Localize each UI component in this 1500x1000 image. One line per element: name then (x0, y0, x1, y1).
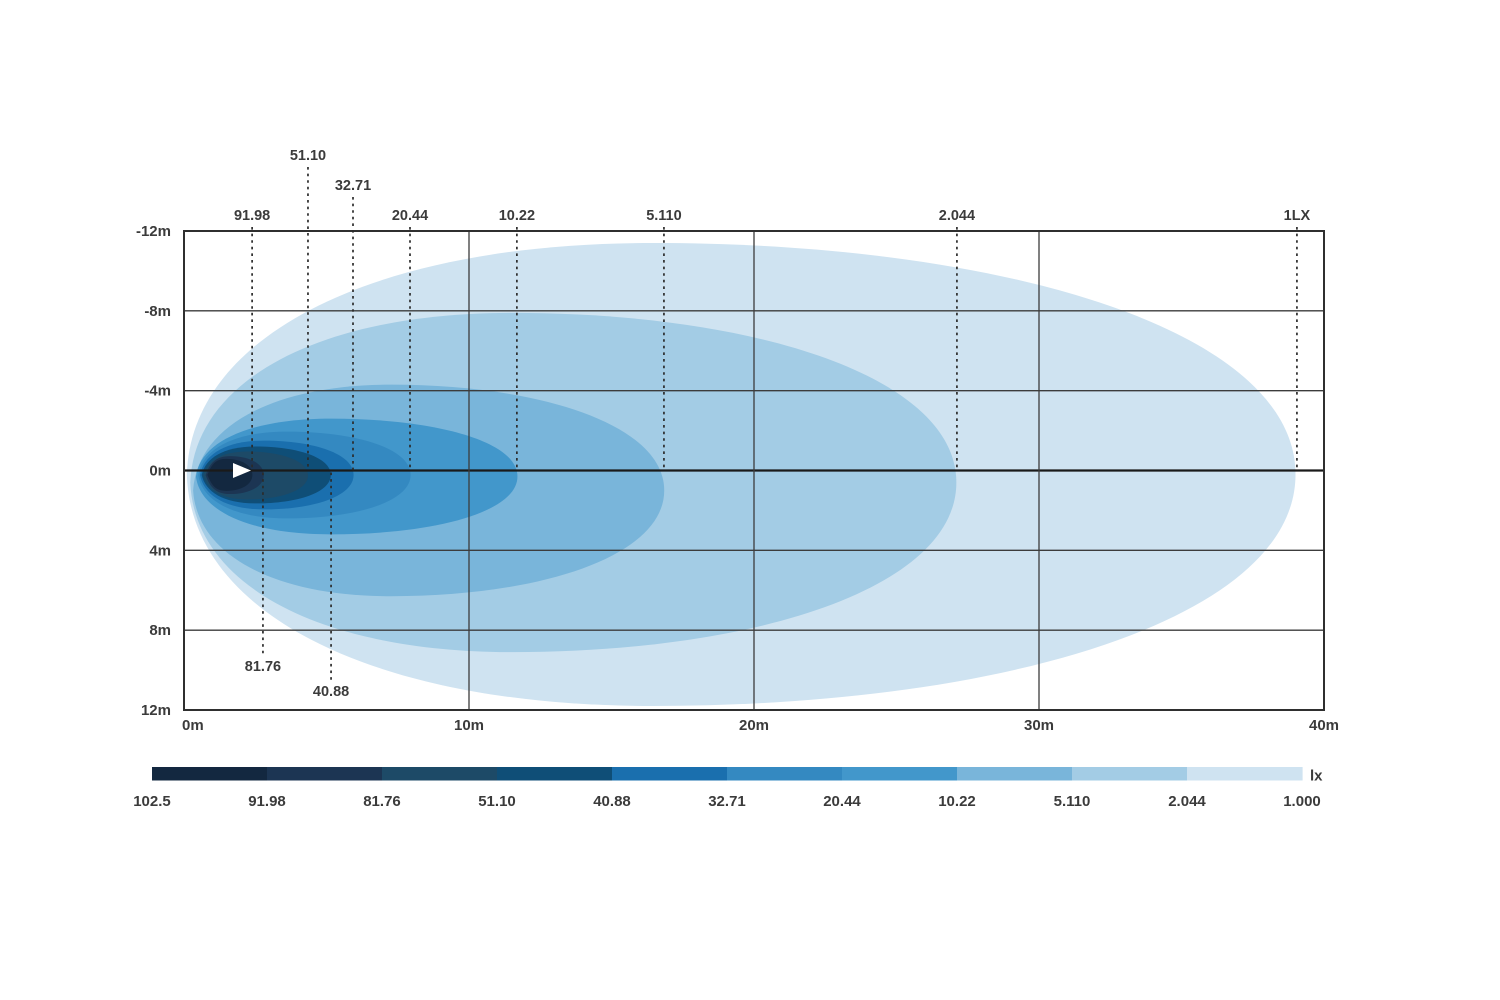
y-tick-label-8m: 8m (149, 622, 171, 639)
y-tick-label-4m: 4m (149, 542, 171, 559)
legend-value-2.044: 2.044 (1168, 793, 1206, 810)
legend-swatch-102.5 (152, 767, 268, 781)
callout-label-1LX: 1LX (1284, 208, 1311, 224)
x-tick-label-30m: 30m (1024, 717, 1054, 734)
legend-swatch-51.10 (497, 767, 613, 781)
legend-value-91.98: 91.98 (248, 793, 286, 810)
legend-value-10.22: 10.22 (938, 793, 976, 810)
x-tick-label-40m: 40m (1309, 717, 1339, 734)
callout-label-91.98: 91.98 (234, 208, 270, 224)
callout-label-20.44: 20.44 (392, 208, 428, 224)
legend-value-1.000: 1.000 (1283, 793, 1321, 810)
legend-swatch-81.76 (382, 767, 498, 781)
legend-swatch-5.110 (1072, 767, 1188, 781)
legend-swatch-2.044 (1187, 767, 1303, 781)
legend-swatch-10.22 (957, 767, 1073, 781)
legend-unit-label: lx (1310, 768, 1323, 785)
legend-value-32.71: 32.71 (708, 793, 746, 810)
y-tick-label--4m: -4m (144, 383, 171, 400)
y-tick-label--8m: -8m (144, 303, 171, 320)
y-tick-label--12m: -12m (136, 223, 171, 240)
callout-label-32.71: 32.71 (335, 178, 371, 194)
legend-swatch-40.88 (612, 767, 728, 781)
callout-label-81.76: 81.76 (245, 659, 281, 675)
legend-value-81.76: 81.76 (363, 793, 401, 810)
legend-value-40.88: 40.88 (593, 793, 631, 810)
legend-value-5.110: 5.110 (1054, 793, 1091, 810)
legend-value-51.10: 51.10 (478, 793, 516, 810)
legend-swatch-91.98 (267, 767, 383, 781)
callout-label-5.110: 5.110 (646, 208, 682, 224)
x-tick-label-10m: 10m (454, 717, 484, 734)
legend-swatch-20.44 (842, 767, 958, 781)
legend-value-102.5: 102.5 (133, 793, 171, 810)
legend-swatch-32.71 (727, 767, 843, 781)
x-tick-label-0m: 0m (182, 717, 204, 734)
callout-label-51.10: 51.10 (290, 148, 326, 164)
y-tick-label-0m: 0m (149, 463, 171, 480)
y-tick-label-12m: 12m (141, 702, 171, 719)
x-tick-label-20m: 20m (739, 717, 769, 734)
callout-label-40.88: 40.88 (313, 684, 349, 700)
callout-label-10.22: 10.22 (499, 208, 535, 224)
legend-value-20.44: 20.44 (823, 793, 861, 810)
lamp-arrow-icon (232, 463, 251, 478)
callout-label-2.044: 2.044 (939, 208, 975, 224)
plot-border (183, 230, 1325, 711)
